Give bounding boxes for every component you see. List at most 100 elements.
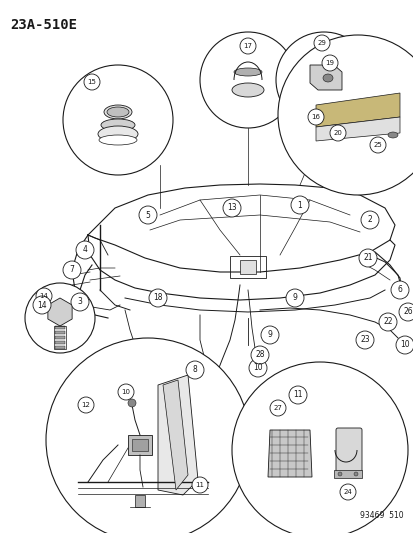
Text: 22: 22 — [382, 318, 392, 327]
Circle shape — [285, 289, 303, 307]
Circle shape — [321, 55, 337, 71]
Polygon shape — [163, 380, 188, 490]
FancyBboxPatch shape — [128, 435, 152, 455]
Text: 25: 25 — [373, 142, 382, 148]
Ellipse shape — [233, 68, 261, 76]
Text: 10: 10 — [399, 341, 409, 350]
Circle shape — [223, 199, 240, 217]
Circle shape — [185, 361, 204, 379]
Circle shape — [277, 35, 413, 195]
Circle shape — [250, 346, 268, 364]
Ellipse shape — [104, 105, 132, 119]
Text: 14: 14 — [37, 301, 47, 310]
Circle shape — [288, 386, 306, 404]
Circle shape — [33, 296, 51, 314]
Circle shape — [360, 211, 378, 229]
FancyBboxPatch shape — [132, 439, 147, 451]
Circle shape — [84, 74, 100, 90]
Text: 26: 26 — [402, 308, 412, 317]
Circle shape — [78, 397, 94, 413]
FancyBboxPatch shape — [55, 331, 65, 334]
Ellipse shape — [322, 74, 332, 82]
Circle shape — [398, 303, 413, 321]
Ellipse shape — [231, 83, 263, 97]
Circle shape — [63, 261, 81, 279]
Text: 28: 28 — [255, 351, 264, 359]
Circle shape — [260, 326, 278, 344]
Text: 18: 18 — [153, 294, 162, 303]
Circle shape — [25, 283, 95, 353]
FancyBboxPatch shape — [55, 341, 65, 344]
Text: 11: 11 — [195, 482, 204, 488]
Circle shape — [390, 281, 408, 299]
Text: 23A-510E: 23A-510E — [10, 18, 77, 32]
Ellipse shape — [387, 132, 397, 138]
Text: 93469  510: 93469 510 — [359, 511, 403, 520]
Text: 13: 13 — [227, 204, 236, 213]
Circle shape — [240, 38, 255, 54]
Text: 15: 15 — [88, 79, 96, 85]
FancyBboxPatch shape — [55, 336, 65, 339]
Circle shape — [313, 35, 329, 51]
FancyBboxPatch shape — [55, 346, 65, 349]
FancyBboxPatch shape — [135, 495, 145, 507]
Text: 14: 14 — [40, 293, 48, 299]
Text: 8: 8 — [192, 366, 197, 375]
Circle shape — [290, 196, 308, 214]
FancyBboxPatch shape — [240, 260, 255, 274]
Text: 5: 5 — [145, 211, 150, 220]
Circle shape — [46, 338, 249, 533]
Circle shape — [378, 313, 396, 331]
Circle shape — [275, 32, 371, 128]
Text: 12: 12 — [81, 402, 90, 408]
Text: 3: 3 — [77, 297, 82, 306]
Text: 11: 11 — [292, 391, 302, 400]
Circle shape — [36, 288, 52, 304]
Ellipse shape — [98, 126, 138, 142]
Circle shape — [118, 384, 134, 400]
FancyBboxPatch shape — [333, 470, 361, 478]
FancyBboxPatch shape — [335, 428, 361, 472]
Text: 1: 1 — [297, 200, 301, 209]
Circle shape — [149, 289, 166, 307]
Circle shape — [139, 206, 157, 224]
FancyBboxPatch shape — [55, 326, 65, 329]
Polygon shape — [315, 117, 399, 141]
Text: 2: 2 — [367, 215, 371, 224]
Text: 4: 4 — [82, 246, 87, 254]
Text: 24: 24 — [343, 489, 351, 495]
Circle shape — [329, 125, 345, 141]
Text: 6: 6 — [396, 286, 401, 295]
Circle shape — [76, 241, 94, 259]
Circle shape — [307, 109, 323, 125]
Circle shape — [199, 32, 295, 128]
Polygon shape — [315, 93, 399, 127]
Text: 10: 10 — [253, 364, 262, 373]
Text: 19: 19 — [325, 60, 334, 66]
Text: 9: 9 — [292, 294, 297, 303]
Ellipse shape — [99, 135, 137, 145]
Ellipse shape — [107, 107, 129, 117]
Circle shape — [248, 359, 266, 377]
Circle shape — [353, 472, 357, 476]
Circle shape — [355, 331, 373, 349]
Circle shape — [395, 336, 413, 354]
Text: 27: 27 — [273, 405, 282, 411]
Circle shape — [369, 137, 385, 153]
Text: 16: 16 — [311, 114, 320, 120]
Polygon shape — [158, 375, 197, 495]
Text: 21: 21 — [362, 254, 372, 262]
Circle shape — [128, 399, 136, 407]
Circle shape — [231, 362, 407, 533]
Polygon shape — [267, 430, 311, 477]
Text: 10: 10 — [121, 389, 130, 395]
Circle shape — [63, 65, 173, 175]
Text: 23: 23 — [359, 335, 369, 344]
Circle shape — [358, 249, 376, 267]
Circle shape — [192, 477, 207, 493]
Text: 29: 29 — [317, 40, 325, 46]
Ellipse shape — [101, 119, 135, 131]
Circle shape — [339, 484, 355, 500]
Text: 17: 17 — [243, 43, 252, 49]
Text: 9: 9 — [267, 330, 272, 340]
